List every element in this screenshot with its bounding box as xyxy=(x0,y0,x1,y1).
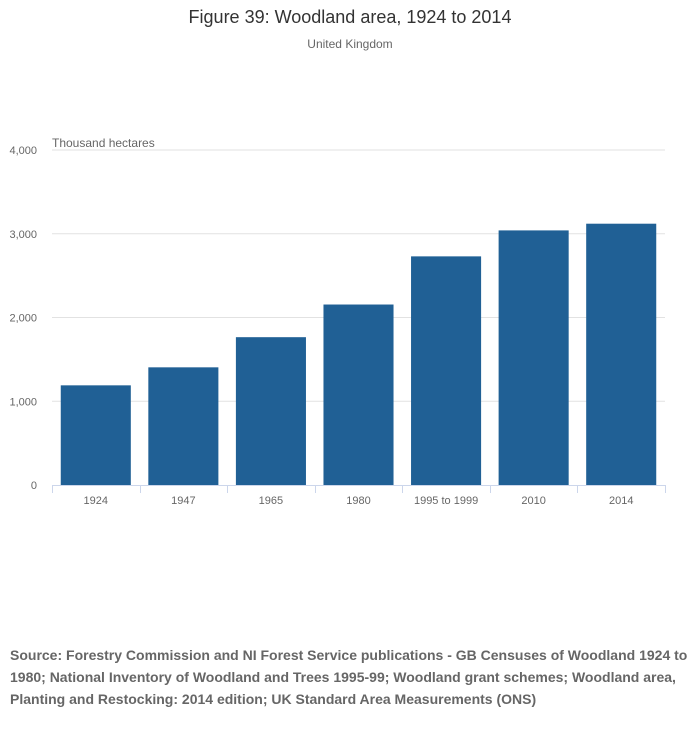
y-tick-label: 4,000 xyxy=(9,145,37,157)
bar xyxy=(60,385,131,485)
x-tick-label: 1980 xyxy=(346,495,370,507)
chart-title: Figure 39: Woodland area, 1924 to 2014 xyxy=(188,7,512,27)
x-tick-label: 1924 xyxy=(84,495,108,507)
x-tick-label: 2010 xyxy=(521,495,545,507)
bar xyxy=(235,337,306,485)
bar xyxy=(411,256,482,485)
y-tick-label: 0 xyxy=(31,480,37,492)
chart-subtitle: United Kingdom xyxy=(307,37,393,51)
x-tick-label: 1965 xyxy=(259,495,283,507)
bar xyxy=(323,304,394,485)
bar-chart: Thousand hectares 0 1,000 2,000 3,000 4,000 1… xyxy=(9,136,666,507)
bar xyxy=(498,230,569,485)
y-axis-label: Thousand hectares xyxy=(52,136,155,150)
source-note: Source: Forestry Commission and NI Fores… xyxy=(10,647,688,707)
y-tick-label: 1,000 xyxy=(9,396,37,408)
y-tick-label: 2,000 xyxy=(9,313,37,325)
x-tick-label: 1947 xyxy=(171,495,195,507)
bar xyxy=(586,223,657,485)
x-tick-label: 2014 xyxy=(609,495,633,507)
bar xyxy=(148,367,219,485)
y-tick-label: 3,000 xyxy=(9,229,37,241)
x-tick-label: 1995 to 1999 xyxy=(414,495,478,507)
